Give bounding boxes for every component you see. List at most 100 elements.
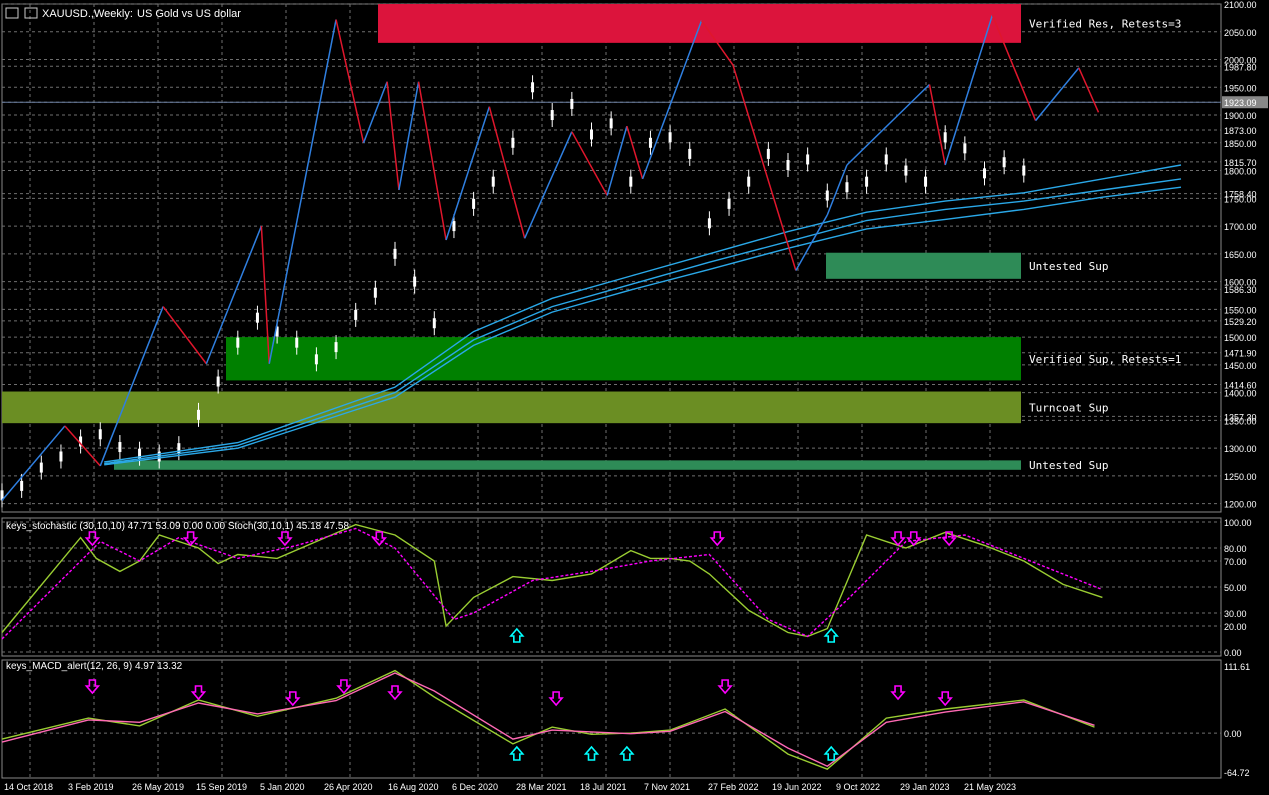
chart-properties-icon[interactable] <box>24 7 38 19</box>
stoch-axis-label: 80.00 <box>1224 544 1247 554</box>
stoch-sell-arrow-icon <box>277 531 293 547</box>
moving-average-ma1 <box>104 164 1182 463</box>
price-axis-label: 2050.00 <box>1224 28 1257 38</box>
price-axis-label: 1357.30 <box>1224 412 1257 422</box>
x-axis-label: 29 Jan 2023 <box>900 782 950 792</box>
stoch-axis-label: 20.00 <box>1224 622 1247 632</box>
zone-label: Verified Res, Retests=3 <box>1029 17 1181 30</box>
zone-untested[interactable] <box>826 252 1021 279</box>
stoch-sell-arrow-icon <box>906 531 922 547</box>
price-axis-label: 1300.00 <box>1224 444 1257 454</box>
zigzag-segment <box>641 20 703 180</box>
candle-body <box>570 98 574 109</box>
zigzag-segment <box>524 131 573 239</box>
candle-body <box>373 287 377 298</box>
candle-body <box>197 409 200 420</box>
zigzag-segment <box>205 225 263 365</box>
zigzag-segment <box>826 164 848 216</box>
candle-body <box>0 490 4 501</box>
zigzag-segment <box>846 83 931 166</box>
candle-body <box>727 198 731 209</box>
macd-title: keys_MACD_alert(12, 26, 9) 4.97 13.32 <box>6 661 183 672</box>
zone-label: Untested Sup <box>1029 260 1108 273</box>
stoch-signal <box>1 527 1103 640</box>
zigzag-segment <box>64 425 101 467</box>
price-axis-label: 1500.00 <box>1224 333 1257 343</box>
x-axis-label: 3 Feb 2019 <box>68 782 114 792</box>
stochastic-series-layer <box>1 523 1103 640</box>
zone-resistance[interactable] <box>378 4 1021 43</box>
price-axis-label: 1815.70 <box>1224 158 1257 168</box>
x-axis-label: 14 Oct 2018 <box>4 782 53 792</box>
axes-layer: 14 Oct 2018 3 Feb 2019 26 May 2019 15 Sep 2… <box>4 0 1268 792</box>
zigzag-segment <box>488 106 526 239</box>
current-price-box <box>1222 96 1268 109</box>
candle-body <box>39 462 43 473</box>
price-axis-label: 1850.00 <box>1224 139 1257 149</box>
macd-sell-arrow-icon <box>548 691 564 707</box>
candle-body <box>511 137 515 148</box>
price-axis-label: 1873.00 <box>1224 126 1257 136</box>
price-axis-label: 1923.09 <box>1224 98 1257 108</box>
candle-body <box>216 376 220 387</box>
chart-description: US Gold vs US dollar <box>137 8 241 20</box>
candle-body <box>20 480 24 491</box>
candle-body <box>452 221 456 232</box>
stoch-main <box>1 523 1103 638</box>
macd-buy-arrow-icon <box>619 745 635 761</box>
candle-body <box>1022 165 1026 176</box>
x-axis-label: 9 Oct 2022 <box>836 782 880 792</box>
chart-header: XAUUSD.,Weekly: US Gold vs US dollar <box>5 7 241 20</box>
zigzag-segment <box>162 306 207 365</box>
zigzag-segment <box>445 106 491 241</box>
candle-body <box>590 129 593 140</box>
candle-body <box>943 132 947 143</box>
zigzag-segment <box>991 14 1037 121</box>
candle-body <box>924 176 928 187</box>
candle-body <box>314 354 318 365</box>
candle-body <box>747 176 751 187</box>
zigzag-segment <box>417 81 447 241</box>
stoch-sell-arrow-icon <box>941 531 957 547</box>
x-axis-label: 5 Jan 2020 <box>260 782 305 792</box>
macd-sell-arrow-icon <box>336 679 352 695</box>
stoch-buy-arrow-icon <box>509 627 525 643</box>
candle-body <box>472 198 476 209</box>
chart-window-icon[interactable] <box>5 7 19 19</box>
zigzag-segment <box>1 425 66 501</box>
price-axis-label: 1650.00 <box>1224 250 1257 260</box>
candle-body <box>59 451 63 462</box>
price-zones[interactable]: Verified Res, Retests=3 Untested Sup Verif… <box>2 4 1181 472</box>
macd-sell-arrow-icon <box>890 685 906 701</box>
x-axis-label: 21 May 2023 <box>964 782 1016 792</box>
price-axis-label: 1900.00 <box>1224 111 1257 121</box>
macd-axis-label: -64.72 <box>1224 768 1250 778</box>
candle-body <box>884 154 888 165</box>
moving-average-ma3 <box>104 186 1182 466</box>
zigzag-segment <box>362 81 388 144</box>
candle-body <box>354 309 358 320</box>
price-axis-label: 1800.00 <box>1224 167 1257 177</box>
chart-symbol: XAUUSD.,Weekly: <box>42 8 133 20</box>
price-axis-label: 1529.20 <box>1224 317 1257 327</box>
stoch-axis-label: 0.00 <box>1224 648 1242 658</box>
x-axis-label: 7 Nov 2021 <box>644 782 690 792</box>
candle-body <box>806 154 810 165</box>
zone-turncoat[interactable] <box>2 391 1021 424</box>
price-axis-label: 1700.00 <box>1224 222 1257 232</box>
x-axis-label: 15 Sep 2019 <box>196 782 247 792</box>
panel-border <box>1 659 1222 779</box>
macd-sell-arrow-icon <box>190 685 207 701</box>
zone-label: Turncoat Sup <box>1029 401 1108 414</box>
candle-body <box>334 342 338 353</box>
price-axis-label: 1750.00 <box>1224 194 1257 204</box>
price-axis-label: 1200.00 <box>1224 500 1257 510</box>
zone-verified[interactable] <box>226 337 1021 381</box>
x-axis-label: 18 Jul 2021 <box>580 782 627 792</box>
macd-sell-arrow-icon <box>84 679 101 695</box>
stoch-sell-arrow-icon <box>709 531 725 547</box>
price-axis-label: 1250.00 <box>1224 472 1257 482</box>
macd-sell-arrow-icon <box>387 685 403 701</box>
zone-untested[interactable] <box>114 460 1021 470</box>
